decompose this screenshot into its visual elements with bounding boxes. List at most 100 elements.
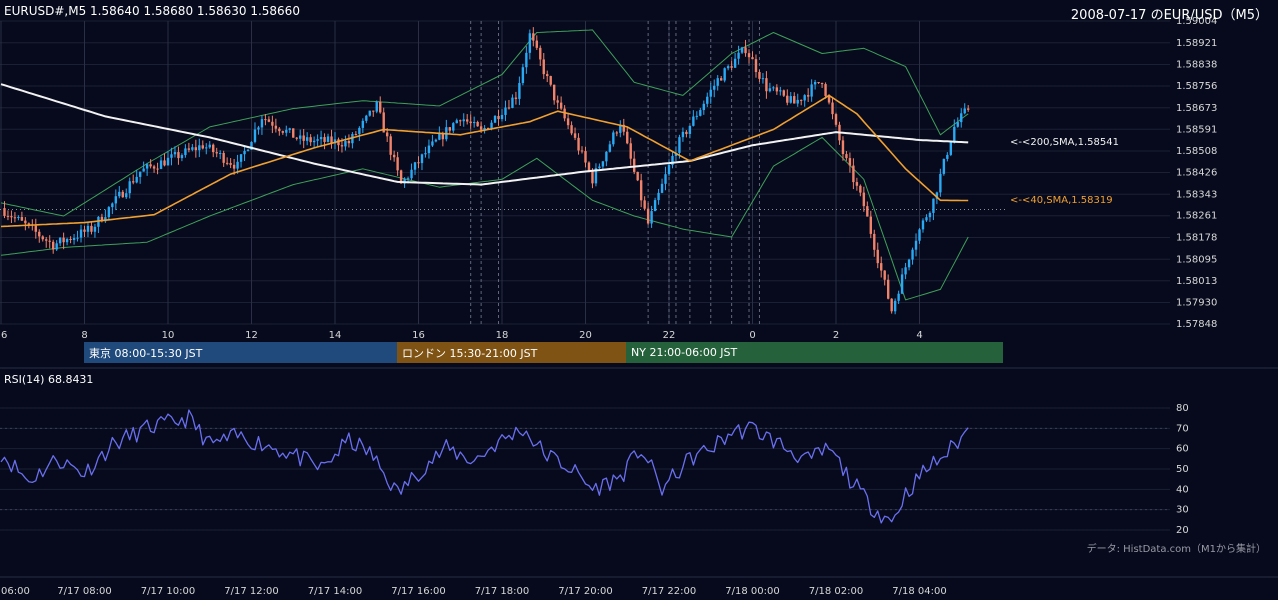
candle-body-up	[525, 52, 528, 68]
candle-body-down	[730, 66, 733, 68]
candle-body-up	[932, 198, 935, 213]
candle-body-up	[706, 96, 709, 104]
candle-body-up	[594, 168, 598, 184]
candle-body-down	[194, 147, 198, 151]
candle-body-up	[288, 128, 291, 130]
candle-body-up	[598, 166, 601, 169]
price-tick-label: 1.58508	[1176, 146, 1217, 157]
candle-body-up	[918, 229, 921, 241]
candle-body-down	[883, 270, 886, 280]
candle-body-down	[751, 57, 754, 60]
candle-body-up	[253, 129, 257, 142]
candle-body-down	[100, 216, 104, 222]
candle-body-down	[340, 145, 344, 147]
candle-body-up	[107, 207, 111, 218]
candle-body-down	[852, 165, 855, 183]
candle-body-down	[347, 140, 351, 144]
candle-body-down	[747, 53, 751, 58]
candle-body-up	[664, 174, 667, 184]
candle-body-up	[671, 155, 674, 165]
candle-body-up	[925, 217, 928, 221]
rsi-time-tick-label: 7/17 22:00	[642, 586, 696, 597]
candle-body-down	[69, 238, 72, 240]
candle-body-down	[967, 108, 970, 110]
candle-body-down	[535, 40, 538, 48]
candle-body-down	[532, 33, 535, 41]
candle-body-down	[229, 163, 232, 165]
candle-body-down	[41, 236, 44, 240]
candle-body-up	[305, 137, 309, 141]
candle-body-up	[601, 161, 605, 167]
candle-body-down	[163, 160, 166, 166]
rsi-time-tick-label: 7/18 02:00	[809, 586, 863, 597]
rsi-tick-label: 20	[1176, 525, 1189, 536]
candle-body-up	[97, 216, 100, 227]
rsi-tick-label: 70	[1176, 423, 1189, 434]
candle-body-down	[869, 216, 872, 234]
bollinger-upper-band	[0, 29, 969, 217]
candle-body-up	[58, 237, 62, 244]
candle-body-up	[504, 107, 507, 115]
price-tick-label: 1.59004	[1176, 16, 1217, 27]
candle-body-down	[62, 237, 65, 243]
candle-body-down	[633, 158, 636, 172]
candle-body-down	[448, 127, 452, 131]
candle-body-down	[646, 208, 650, 224]
candle-body-down	[862, 192, 866, 207]
candle-body-down	[201, 145, 204, 149]
candle-body-up	[939, 173, 942, 193]
candle-body-up	[76, 237, 79, 239]
candle-body-up	[128, 181, 131, 194]
time-tick-label: 12	[245, 330, 258, 341]
time-tick-label: 16	[412, 330, 425, 341]
candle-body-up	[420, 154, 424, 164]
candle-body-down	[514, 97, 518, 99]
candle-body-down	[615, 132, 619, 134]
candle-body-down	[149, 164, 152, 167]
candle-body-down	[187, 148, 191, 150]
candle-body-down	[392, 154, 396, 158]
sma200-label: <-<200,SMA,1.58541	[1010, 137, 1119, 148]
candle-body-down	[539, 47, 542, 60]
candle-body-down	[886, 279, 890, 299]
candle-body-down	[820, 83, 824, 85]
candle-body-down	[549, 76, 552, 85]
rsi-title: RSI(14) 68.8431	[4, 373, 94, 386]
candle-body-down	[389, 136, 392, 155]
candle-body-down	[754, 59, 758, 73]
candle-body-up	[86, 225, 90, 232]
time-tick-label: 20	[579, 330, 592, 341]
candle-body-down	[580, 150, 584, 152]
candle-body-up	[17, 217, 20, 219]
candle-body-up	[180, 155, 184, 159]
rsi-time-tick-label: 7/17 20:00	[558, 586, 612, 597]
price-tick-label: 1.57848	[1176, 319, 1217, 330]
candle-body-up	[173, 152, 177, 155]
candle-body-up	[250, 141, 253, 150]
candle-body-down	[295, 137, 298, 139]
candle-body-down	[121, 191, 124, 198]
candle-body-down	[786, 95, 789, 103]
candle-body-up	[768, 88, 772, 92]
candle-body-down	[225, 162, 229, 164]
candle-body-down	[570, 125, 573, 134]
candle-body-down	[156, 168, 159, 170]
candle-body-up	[358, 127, 361, 135]
candle-body-down	[817, 81, 820, 84]
sma200-line	[0, 83, 969, 186]
candle-body-up	[946, 154, 949, 159]
candle-body-up	[299, 135, 302, 139]
price-tick-label: 1.58921	[1176, 38, 1217, 49]
candle-body-up	[333, 139, 337, 144]
candle-body-up	[65, 238, 69, 243]
candle-body-up	[511, 97, 514, 108]
candle-body-up	[114, 196, 118, 204]
price-tick-label: 1.58756	[1176, 81, 1217, 92]
candle-body-up	[104, 217, 107, 222]
candle-body-down	[212, 144, 215, 153]
candle-body-up	[326, 136, 330, 142]
rsi-time-tick-label: 7/17 08:00	[57, 586, 111, 597]
candle-body-down	[6, 215, 10, 217]
candle-body-up	[953, 126, 956, 143]
